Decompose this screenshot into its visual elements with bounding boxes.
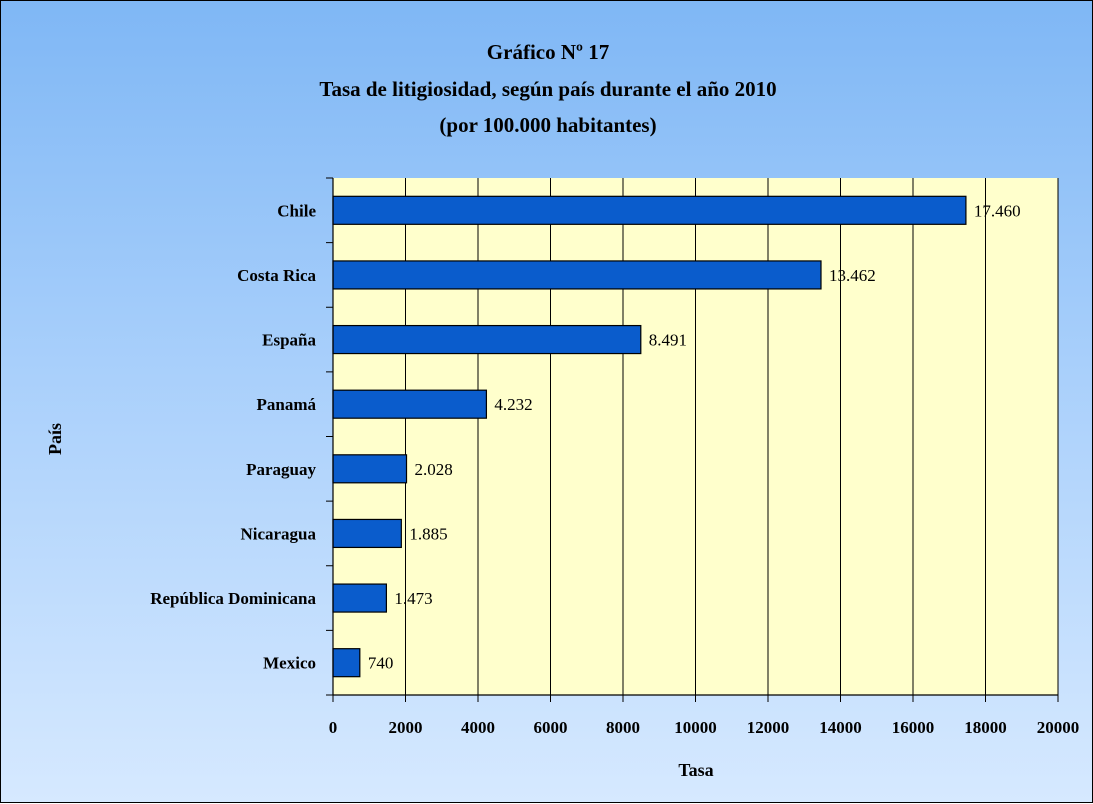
bar-costa-rica [333,261,821,289]
category-label-chile: Chile [277,201,316,220]
data-label-espana: 8.491 [649,331,687,350]
x-tick-label: 12000 [747,718,790,737]
bar-nicaragua [333,519,401,547]
x-tick-label: 6000 [534,718,568,737]
bar-espana [333,326,641,354]
category-label-costa-rica: Costa Rica [237,266,316,285]
y-axis: Chile Costa Rica España Panamá Paraguay Nicar… [150,178,333,695]
data-label-mexico: 740 [368,654,394,673]
bar-panama [333,390,486,418]
bar-chile [333,196,966,224]
y-axis-title: País [45,423,65,455]
data-label-paraguay: 2.028 [415,460,453,479]
category-label-espana: España [262,331,316,350]
chart-subtitle-units: (por 100.000 habitantes) [439,113,656,137]
category-label-mexico: Mexico [263,654,316,673]
category-label-republica-dominicana: República Dominicana [150,589,316,608]
x-tick-label: 2000 [389,718,423,737]
data-label-chile: 17.460 [974,201,1021,220]
data-label-republica-dominicana: 1.473 [394,589,432,608]
data-label-nicaragua: 1.885 [409,524,447,543]
x-tick-label: 20000 [1037,718,1080,737]
chart-title: Gráfico Nº 17 [487,40,609,64]
x-tick-label: 0 [329,718,338,737]
category-label-panama: Panamá [257,395,317,414]
bar-republica-dominicana [333,584,386,612]
data-label-panama: 4.232 [494,395,532,414]
x-tick-label: 18000 [964,718,1007,737]
category-label-nicaragua: Nicaragua [240,524,316,543]
x-tick-label: 16000 [892,718,935,737]
x-tick-label: 8000 [606,718,640,737]
x-tick-label: 4000 [461,718,495,737]
category-label-paraguay: Paraguay [246,460,316,479]
x-tick-label: 14000 [819,718,862,737]
data-label-costa-rica: 13.462 [829,266,876,285]
x-axis-title: Tasa [678,760,713,780]
chart-subtitle: Tasa de litigiosidad, según país durante… [319,77,776,101]
bar-mexico [333,649,360,677]
x-tick-label: 10000 [674,718,717,737]
x-axis: 0 2000 4000 6000 8000 10000 12000 14000 16000 180… [329,695,1080,737]
bar-paraguay [333,455,407,483]
